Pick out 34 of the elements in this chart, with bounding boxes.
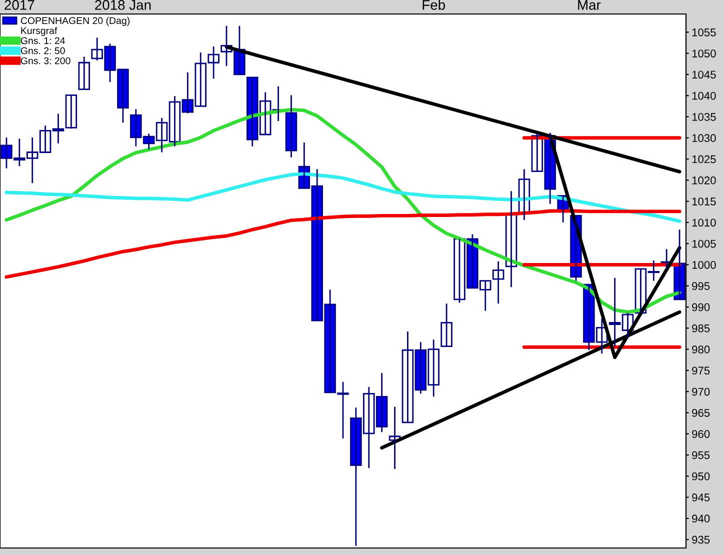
- y-tick-label: 1010: [692, 218, 716, 227]
- y-tick-label: 1040: [692, 92, 716, 100]
- y-tick-label: 935: [692, 536, 710, 544]
- x-tick-label: 2018 Jan: [95, 0, 151, 10]
- y-tick-label: 1030: [692, 134, 716, 142]
- legend-label: Gns. 3: 200: [20, 57, 70, 64]
- y-tick-label: 990: [692, 303, 710, 312]
- y-tick-label: 955: [692, 451, 710, 460]
- y-tick-label: 940: [692, 514, 710, 523]
- y-tick-label: 995: [692, 282, 710, 290]
- x-tick-label: Feb: [422, 0, 445, 10]
- y-tick-label: 1005: [692, 240, 716, 248]
- y-tick-label: 1015: [692, 198, 716, 206]
- y-tick-label: 960: [692, 430, 710, 438]
- x-tick-label: Mar: [578, 0, 601, 10]
- y-tick-label: 985: [692, 324, 710, 332]
- y-tick-label: 965: [692, 408, 710, 417]
- y-tick-label: 975: [692, 366, 710, 375]
- y-tick-label: 1050: [692, 50, 716, 58]
- x-tick-label: 2017: [4, 0, 34, 10]
- y-tick-label: 1035: [692, 113, 716, 121]
- legend-title: Kursgraf: [21, 26, 58, 36]
- y-tick-label: 1025: [692, 155, 716, 164]
- y-tick-label: 1045: [692, 70, 716, 79]
- legend-label: COPENHAGEN 20 (Dag): [20, 16, 130, 26]
- y-tick-label: 980: [692, 346, 710, 354]
- y-tick-label: 1000: [692, 260, 716, 269]
- y-tick-label: 970: [692, 388, 710, 396]
- y-tick-label: 1020: [692, 176, 716, 184]
- y-tick-label: 1055: [692, 28, 716, 36]
- y-tick-label: 950: [692, 472, 710, 480]
- legend-label: Gns. 1: 24: [20, 37, 65, 44]
- legend-label: Gns. 2: 50: [20, 47, 65, 54]
- y-tick-label: 945: [692, 494, 710, 502]
